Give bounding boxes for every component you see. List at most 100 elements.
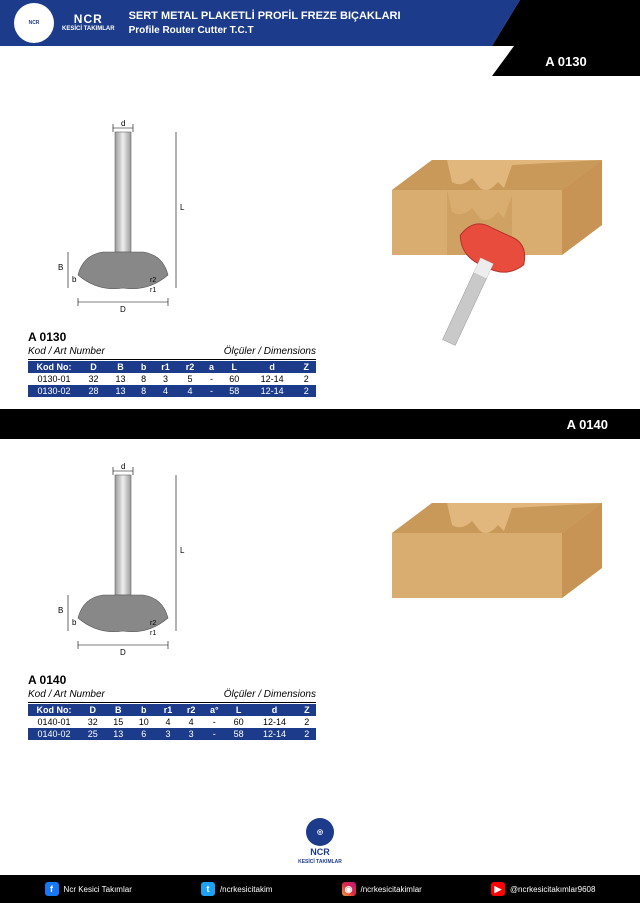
cell: 2 <box>298 716 316 728</box>
dim-d: d <box>121 120 125 128</box>
cell: 32 <box>80 716 105 728</box>
cell: 4 <box>153 385 177 397</box>
table-row: 0130-022813844-5812-142 <box>28 385 316 397</box>
dim-D: D <box>120 648 126 657</box>
col-header: d <box>248 361 297 373</box>
table-row: 0140-0132151044-6012-142 <box>28 716 316 728</box>
cell: 13 <box>107 373 134 385</box>
cell: 4 <box>178 385 202 397</box>
col-header: L <box>221 361 248 373</box>
diagram: d L B b r1 r2 D <box>28 140 288 322</box>
col-header: Z <box>298 704 316 716</box>
dim-r2: r2 <box>150 620 156 627</box>
cell: 28 <box>80 385 107 397</box>
cell: 3 <box>180 728 203 740</box>
cell: 2 <box>297 385 316 397</box>
social-label: Ncr Kesici Takımlar <box>64 885 132 894</box>
col-header: Kod No: <box>28 361 80 373</box>
social-twitter[interactable]: t/ncrkesicitakim <box>201 882 272 896</box>
social-label: /ncrkesicitakim <box>220 885 272 894</box>
cell: 0130-01 <box>28 373 80 385</box>
col-header: b <box>131 704 156 716</box>
product-a0140: d L B b r1 r2 D A 0140 Kod / <box>28 483 612 740</box>
footer-brand: ◎ NCR KESİCİ TAKIMLAR <box>0 818 640 865</box>
catalog-page: NCR NCR KESİCİ TAKIMLAR SERT METAL PLAKE… <box>0 0 640 903</box>
dim-B: B <box>58 263 63 272</box>
col-header: r2 <box>180 704 203 716</box>
dim-L: L <box>180 203 185 212</box>
footer-brand-name: NCR <box>310 848 330 857</box>
cell: 2 <box>298 728 316 740</box>
cell: 58 <box>226 728 251 740</box>
footer-brand-sub: KESİCİ TAKIMLAR <box>298 859 342 865</box>
social-label: @ncrkesicitakımlar9608 <box>510 885 595 894</box>
table-row: 0140-022513633-5812-142 <box>28 728 316 740</box>
cell: - <box>202 385 221 397</box>
footer: fNcr Kesici Takımlar t/ncrkesicitakim ◉/… <box>0 875 640 903</box>
cell: 12-14 <box>251 728 297 740</box>
product-a0130: d L B b r1 r2 D A 0130 Kod / <box>28 140 612 397</box>
diagram: d L B b r1 r2 D <box>28 483 288 665</box>
dim-d: d <box>121 463 125 471</box>
col-header: b <box>134 361 153 373</box>
divider-code: A 0140 <box>0 409 640 439</box>
cell: 13 <box>107 385 134 397</box>
dim-r2: r2 <box>150 277 156 284</box>
dim-b: b <box>72 275 77 284</box>
table-sub: Kod / Art Number Ölçüler / Dimensions <box>28 346 316 360</box>
dim-r1: r1 <box>150 287 156 294</box>
cell: - <box>203 716 226 728</box>
col-header: r1 <box>153 361 177 373</box>
col-header: Kod No: <box>28 704 80 716</box>
social-facebook[interactable]: fNcr Kesici Takımlar <box>45 882 132 896</box>
col-header: B <box>107 361 134 373</box>
table-row: 0130-013213835-6012-142 <box>28 373 316 385</box>
label-dim: Ölçüler / Dimensions <box>224 689 316 700</box>
cell: 12-14 <box>251 716 297 728</box>
spec-table: Kod No:DBbr1r2a°LdZ 0140-0132151044-6012… <box>28 704 316 740</box>
brand-logo-text: NCR <box>29 21 40 26</box>
cell: 6 <box>131 728 156 740</box>
cell: 0140-01 <box>28 716 80 728</box>
col-header: a <box>202 361 221 373</box>
header-titles: SERT METAL PLAKETLİ PROFİL FREZE BIÇAKLA… <box>129 9 401 36</box>
cell: 12-14 <box>248 373 297 385</box>
cell: 15 <box>105 716 130 728</box>
col-header: L <box>226 704 251 716</box>
dim-b: b <box>72 618 77 627</box>
header-title-tr: SERT METAL PLAKETLİ PROFİL FREZE BIÇAKLA… <box>129 9 401 23</box>
col-header: Z <box>297 361 316 373</box>
footer-logo-icon: ◎ <box>306 818 334 846</box>
cell: 4 <box>156 716 179 728</box>
col-header: d <box>251 704 297 716</box>
instagram-icon: ◉ <box>342 882 356 896</box>
product-image <box>382 110 622 385</box>
dim-r1: r1 <box>150 630 156 637</box>
dim-D: D <box>120 305 126 314</box>
cell: 3 <box>156 728 179 740</box>
cell: 13 <box>105 728 130 740</box>
social-youtube[interactable]: ▶@ncrkesicitakımlar9608 <box>491 882 595 896</box>
col-header: D <box>80 704 105 716</box>
social-instagram[interactable]: ◉/ncrkesicitakimlar <box>342 882 422 896</box>
cell: 0130-02 <box>28 385 80 397</box>
cell: 0140-02 <box>28 728 80 740</box>
header-banner: NCR NCR KESİCİ TAKIMLAR SERT METAL PLAKE… <box>0 0 520 46</box>
cell: 12-14 <box>248 385 297 397</box>
cell: 58 <box>221 385 248 397</box>
col-header: D <box>80 361 107 373</box>
cell: - <box>202 373 221 385</box>
table-sub: Kod / Art Number Ölçüler / Dimensions <box>28 689 316 703</box>
cell: 2 <box>297 373 316 385</box>
dim-B: B <box>58 606 63 615</box>
product-code: A 0140 <box>28 673 612 687</box>
col-header: r2 <box>178 361 202 373</box>
header-title-en: Profile Router Cutter T.C.T <box>129 24 401 37</box>
cell: 32 <box>80 373 107 385</box>
cell: 5 <box>178 373 202 385</box>
col-header: r1 <box>156 704 179 716</box>
cell: 25 <box>80 728 105 740</box>
cell: 60 <box>221 373 248 385</box>
cell: 8 <box>134 373 153 385</box>
product-image <box>382 453 622 618</box>
